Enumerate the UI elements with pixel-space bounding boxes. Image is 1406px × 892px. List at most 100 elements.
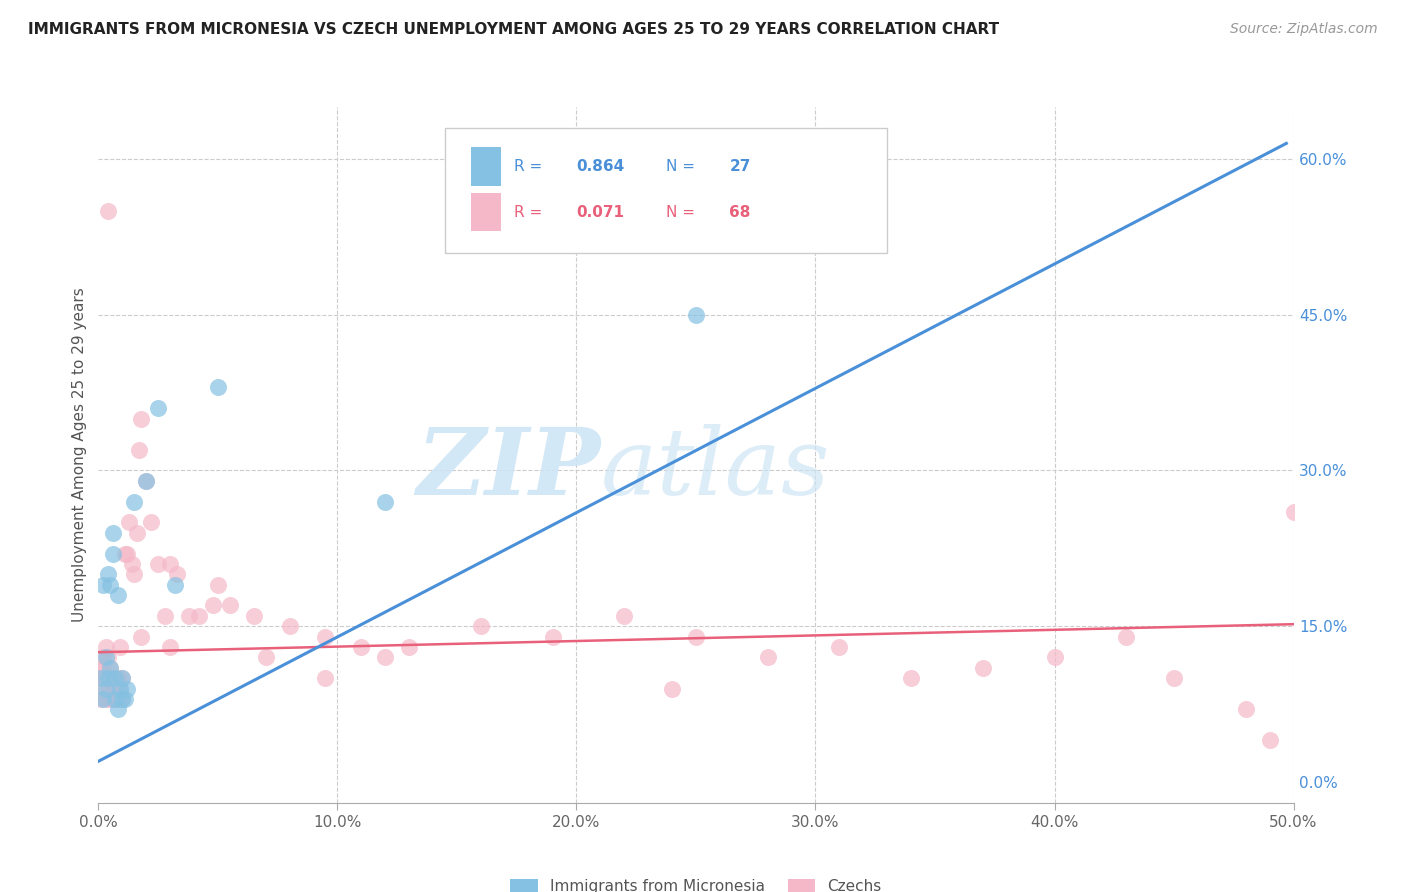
Point xyxy=(179,608,201,623)
Point xyxy=(187,608,209,623)
Point xyxy=(98,692,122,706)
Point xyxy=(207,578,229,592)
Point xyxy=(124,567,146,582)
Point xyxy=(94,692,117,706)
Point xyxy=(243,608,266,623)
Point xyxy=(97,650,120,665)
Point xyxy=(1043,650,1066,665)
Text: N =: N = xyxy=(666,205,700,220)
Point xyxy=(166,567,188,582)
Point xyxy=(163,578,186,592)
Text: 68: 68 xyxy=(730,205,751,220)
Point xyxy=(148,401,170,416)
Point xyxy=(90,671,112,685)
Point xyxy=(114,692,136,706)
Point xyxy=(128,442,150,457)
Point xyxy=(219,599,242,613)
Point xyxy=(90,671,112,685)
Point xyxy=(111,671,134,685)
Point xyxy=(104,671,127,685)
Text: 0.071: 0.071 xyxy=(576,205,624,220)
Text: 0.864: 0.864 xyxy=(576,160,624,174)
Point xyxy=(315,671,337,685)
Point xyxy=(91,661,114,675)
Point xyxy=(613,608,636,623)
Point xyxy=(278,619,301,633)
Point xyxy=(118,516,141,530)
Point xyxy=(398,640,420,654)
Point xyxy=(111,692,134,706)
Point xyxy=(374,494,396,508)
Point xyxy=(350,640,373,654)
Point xyxy=(131,630,153,644)
Point xyxy=(159,557,181,571)
Point xyxy=(98,661,122,675)
Point xyxy=(97,567,120,582)
Point xyxy=(135,474,157,488)
Point xyxy=(1115,630,1137,644)
Text: 27: 27 xyxy=(730,160,751,174)
Point xyxy=(470,619,492,633)
Point xyxy=(97,203,120,218)
Point xyxy=(1258,733,1281,747)
Point xyxy=(374,650,396,665)
Point xyxy=(90,692,112,706)
Point xyxy=(107,692,129,706)
Point xyxy=(124,494,146,508)
Point xyxy=(114,547,136,561)
Point xyxy=(1234,702,1257,716)
Point xyxy=(135,474,157,488)
Point xyxy=(148,557,170,571)
Point xyxy=(111,671,134,685)
Point xyxy=(108,681,131,696)
Text: ZIP: ZIP xyxy=(416,424,600,514)
Text: IMMIGRANTS FROM MICRONESIA VS CZECH UNEMPLOYMENT AMONG AGES 25 TO 29 YEARS CORRE: IMMIGRANTS FROM MICRONESIA VS CZECH UNEM… xyxy=(28,22,1000,37)
Point xyxy=(972,661,994,675)
Point xyxy=(94,640,117,654)
Point xyxy=(131,411,153,425)
Text: Source: ZipAtlas.com: Source: ZipAtlas.com xyxy=(1230,22,1378,37)
Point xyxy=(101,525,124,540)
Point xyxy=(108,681,131,696)
Point xyxy=(91,650,114,665)
Point xyxy=(101,681,124,696)
Point xyxy=(661,681,683,696)
FancyBboxPatch shape xyxy=(471,193,501,231)
Point xyxy=(685,308,707,322)
Point xyxy=(94,681,117,696)
Point xyxy=(90,661,112,675)
Point xyxy=(315,630,337,644)
Point xyxy=(107,702,129,716)
Point xyxy=(107,588,129,602)
Point xyxy=(108,640,131,654)
Text: N =: N = xyxy=(666,160,700,174)
Point xyxy=(254,650,277,665)
Point xyxy=(155,608,177,623)
Point xyxy=(91,578,114,592)
Point xyxy=(111,692,134,706)
Point xyxy=(98,578,122,592)
FancyBboxPatch shape xyxy=(444,128,887,253)
FancyBboxPatch shape xyxy=(471,147,501,186)
Point xyxy=(125,525,148,540)
Point xyxy=(107,671,129,685)
Point xyxy=(97,671,120,685)
Point xyxy=(91,692,114,706)
Point xyxy=(1163,671,1185,685)
Point xyxy=(121,557,143,571)
Legend: Immigrants from Micronesia, Czechs: Immigrants from Micronesia, Czechs xyxy=(505,873,887,892)
Point xyxy=(115,681,138,696)
Text: R =: R = xyxy=(515,160,547,174)
Point xyxy=(97,681,120,696)
Point xyxy=(756,650,779,665)
Y-axis label: Unemployment Among Ages 25 to 29 years: Unemployment Among Ages 25 to 29 years xyxy=(72,287,87,623)
Point xyxy=(139,516,162,530)
Point xyxy=(202,599,225,613)
Text: R =: R = xyxy=(515,205,547,220)
Point xyxy=(541,630,564,644)
Point xyxy=(91,681,114,696)
Point xyxy=(94,671,117,685)
Point xyxy=(94,650,117,665)
Point xyxy=(207,380,229,394)
Point xyxy=(101,692,124,706)
